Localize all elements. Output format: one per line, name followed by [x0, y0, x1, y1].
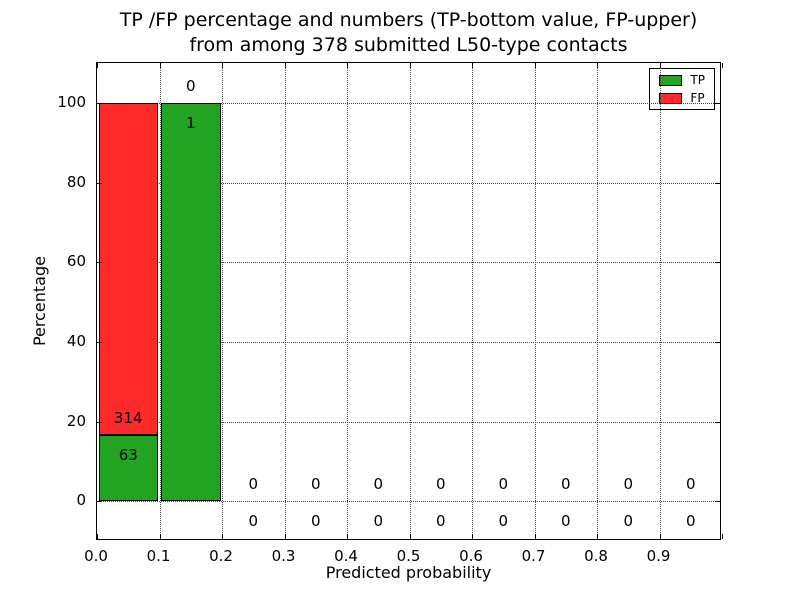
fp-count-label: 0 — [498, 475, 509, 494]
tp-count-label: 0 — [560, 512, 571, 531]
tp-count-label: 0 — [248, 512, 259, 531]
x-tick-label: 0.5 — [396, 547, 421, 565]
x-tick-mark — [597, 63, 598, 68]
x-tick-mark — [472, 534, 473, 539]
x-tick-mark — [722, 534, 723, 539]
x-tick-label: 0.6 — [459, 547, 483, 565]
x-tick-mark — [597, 534, 598, 539]
gridline-vertical — [534, 63, 536, 539]
y-tick-label: 40 — [66, 331, 86, 350]
legend-swatch-tp — [659, 74, 683, 86]
x-tick-mark — [659, 63, 661, 68]
x-tick-mark — [284, 534, 286, 539]
gridline-vertical — [409, 63, 411, 539]
x-axis-label: Predicted probability — [325, 563, 492, 582]
gridline-vertical — [222, 63, 223, 539]
x-tick-mark — [722, 63, 723, 68]
fp-count-label: 0 — [435, 475, 446, 494]
x-tick-label: 0.7 — [521, 547, 546, 565]
gridline-horizontal — [97, 341, 720, 343]
y-tick-mark — [715, 102, 720, 104]
tp-count-label: 1 — [185, 113, 196, 132]
x-tick-label: 0.9 — [646, 547, 671, 565]
x-tick-mark — [159, 534, 161, 539]
x-tick-mark — [284, 63, 286, 68]
gridline-horizontal — [97, 102, 720, 104]
x-tick-mark — [222, 534, 223, 539]
bar-segment-tp — [98, 434, 158, 502]
y-tick-label: 20 — [66, 411, 86, 430]
y-tick-label: 80 — [66, 172, 86, 191]
y-axis-label: Percentage — [30, 256, 49, 347]
tp-count-label: 0 — [498, 512, 509, 531]
x-tick-label: 0.0 — [84, 547, 108, 565]
gridline-horizontal — [97, 421, 720, 423]
x-tick-mark — [222, 63, 223, 68]
x-tick-mark — [472, 63, 473, 68]
x-tick-label: 0.1 — [146, 547, 171, 565]
x-tick-mark — [534, 534, 536, 539]
gridline-vertical — [284, 63, 286, 539]
y-tick-mark — [715, 421, 720, 423]
y-tick-mark — [97, 501, 102, 503]
tp-count-label: 0 — [373, 512, 384, 531]
fp-count-label: 0 — [685, 475, 696, 494]
chart-title-line-1: TP /FP percentage and numbers (TP-bottom… — [119, 9, 698, 31]
x-tick-mark — [347, 63, 348, 68]
y-tick-label: 60 — [66, 252, 86, 271]
gridline-vertical — [659, 63, 661, 539]
x-tick-mark — [159, 63, 161, 68]
tp-count-label: 0 — [685, 512, 696, 531]
chart-title: TP /FP percentage and numbers (TP-bottom… — [96, 8, 721, 58]
x-tick-mark — [534, 63, 536, 68]
x-tick-label: 0.3 — [271, 547, 296, 565]
gridline-vertical — [347, 63, 348, 539]
gridline-vertical — [472, 63, 473, 539]
gridline-horizontal — [97, 182, 720, 184]
x-tick-label: 0.8 — [584, 547, 608, 565]
y-tick-mark — [715, 501, 720, 503]
bar-segment-tp — [161, 102, 221, 502]
legend-item: TP — [659, 74, 705, 86]
tp-count-label: 0 — [310, 512, 321, 531]
fp-count-label: 0 — [373, 475, 384, 494]
x-tick-mark — [409, 534, 411, 539]
x-tick-mark — [97, 63, 98, 68]
chart-title-line-2: from among 378 submitted L50-type contac… — [189, 34, 628, 57]
gridline-vertical — [159, 63, 161, 539]
y-tick-mark — [715, 341, 720, 343]
y-tick-mark — [97, 421, 102, 423]
y-tick-mark — [715, 262, 720, 264]
y-tick-mark — [97, 102, 102, 104]
gridline-horizontal — [97, 262, 720, 264]
x-tick-mark — [659, 534, 661, 539]
gridline-vertical — [597, 63, 598, 539]
bar-segment-fp — [98, 102, 158, 435]
legend-label-fp: FP — [690, 91, 705, 105]
x-tick-label: 0.4 — [334, 547, 358, 565]
y-tick-label: 100 — [57, 92, 86, 111]
y-tick-mark — [97, 182, 102, 184]
x-tick-label: 0.2 — [209, 547, 233, 565]
plot-area: TP FP 314 63 0 1 0 0 0 0 0 0 0 0 0 0 0 0 0 0 0 0 — [96, 62, 723, 540]
legend-label-tp: TP — [690, 73, 705, 87]
x-tick-mark — [409, 63, 411, 68]
fp-count-label: 0 — [248, 475, 259, 494]
fp-count-label: 0 — [560, 475, 571, 494]
tp-count-label: 63 — [118, 445, 138, 464]
y-tick-mark — [97, 262, 102, 264]
fp-count-label: 0 — [623, 475, 634, 494]
y-tick-mark — [715, 182, 720, 184]
fp-count-label: 314 — [113, 408, 143, 427]
y-tick-mark — [97, 341, 102, 343]
gridline-horizontal — [97, 501, 720, 503]
y-tick-label: 0 — [76, 491, 86, 510]
fp-count-label: 0 — [310, 475, 321, 494]
x-tick-mark — [97, 534, 98, 539]
tp-count-label: 0 — [435, 512, 446, 531]
x-tick-mark — [347, 534, 348, 539]
fp-count-label: 0 — [185, 77, 196, 96]
tp-count-label: 0 — [623, 512, 634, 531]
